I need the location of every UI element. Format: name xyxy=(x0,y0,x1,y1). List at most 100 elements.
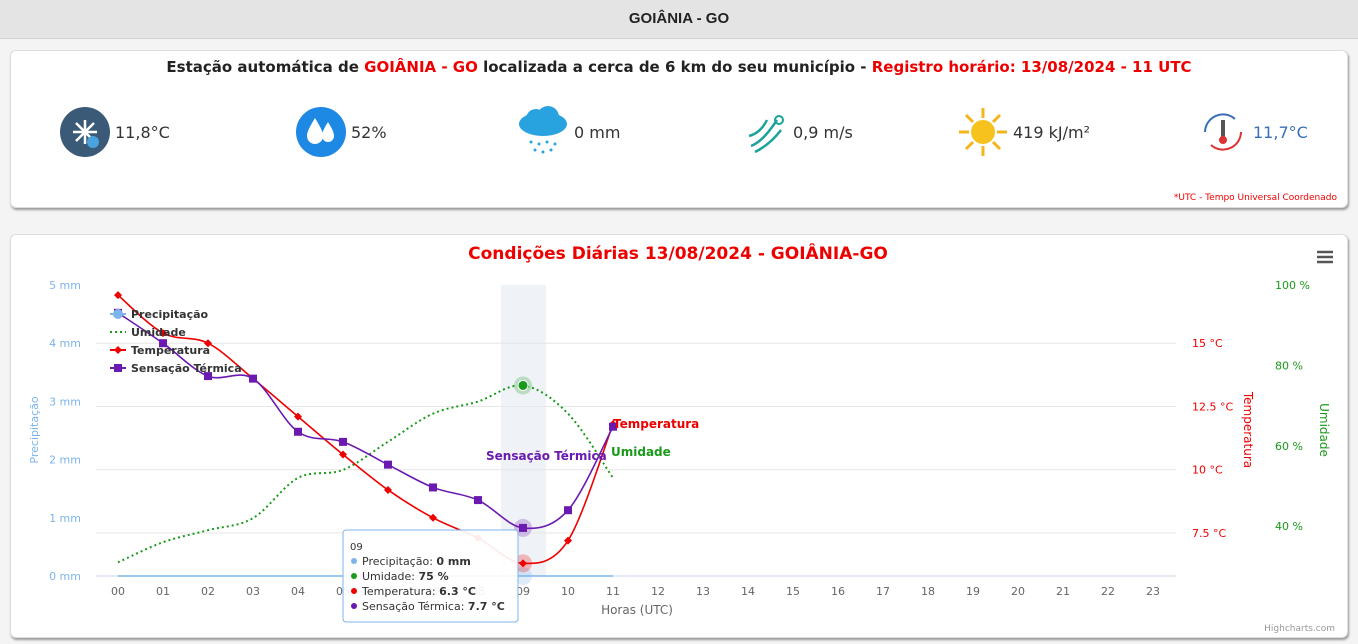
x-tick-label: 21 xyxy=(1056,585,1070,598)
marker xyxy=(564,536,572,545)
tooltip-row: Precipitação: 0 mm xyxy=(362,555,471,568)
y2-tick-label: 7.5 °C xyxy=(1192,527,1226,540)
station-card: Estação automática de GOIÂNIA - GO local… xyxy=(10,50,1348,208)
marker xyxy=(384,460,392,469)
y-tick-label: 0 mm xyxy=(49,570,81,583)
x-tick-label: 09 xyxy=(516,585,530,598)
tooltip-dot xyxy=(351,558,357,564)
marker xyxy=(294,412,302,421)
x-tick-label: 16 xyxy=(831,585,845,598)
heading-text: localizada a cerca de 6 km do seu municí… xyxy=(477,58,872,76)
hover-marker xyxy=(517,379,529,391)
y-tick-label: 3 mm xyxy=(49,395,81,408)
x-tick-label: 11 xyxy=(606,585,620,598)
tooltip-value: 7.7 °C xyxy=(468,600,505,613)
legend-symbol xyxy=(113,309,123,319)
y-tick-label: 1 mm xyxy=(49,512,81,525)
x-tick-label: 23 xyxy=(1146,585,1160,598)
reading-value: 419 kJ/m² xyxy=(1013,122,1090,142)
tooltip-row: Temperatura: 6.3 °C xyxy=(361,585,476,598)
x-tick-label: 02 xyxy=(201,585,215,598)
y2-tick-label: 12.5 °C xyxy=(1192,400,1233,413)
marker xyxy=(252,575,254,577)
marker xyxy=(474,496,482,505)
tooltip-value: 6.3 °C xyxy=(439,585,476,598)
menu-button[interactable] xyxy=(1317,250,1333,264)
x-tick-label: 17 xyxy=(876,585,890,598)
chart-title: Condições Diárias 13/08/2024 - GOIÂNIA-G… xyxy=(468,242,888,264)
tooltip-label: Sensação Térmica: xyxy=(362,600,468,613)
tooltip-dot xyxy=(351,603,357,609)
legend-symbol xyxy=(114,364,122,372)
marker xyxy=(564,506,572,515)
marker xyxy=(339,450,347,459)
x-tick-label: 14 xyxy=(741,585,755,598)
tooltip-row: Umidade: 75 % xyxy=(362,570,449,583)
icon xyxy=(748,115,784,154)
tooltip-dot xyxy=(351,588,357,594)
annotation: Sensação Térmica xyxy=(486,449,607,463)
tooltip-value: 0 mm xyxy=(436,555,470,568)
y-axis-title: Precipitação xyxy=(28,396,41,463)
marker xyxy=(117,575,119,577)
station-heading: Estação automática de GOIÂNIA - GO local… xyxy=(11,58,1347,76)
legend-label: Sensação Térmica xyxy=(131,362,242,375)
marker xyxy=(567,575,569,577)
reading-value: 11,8°C xyxy=(115,122,170,142)
x-tick-label: 15 xyxy=(786,585,800,598)
tooltip-row: Sensação Térmica: 7.7 °C xyxy=(362,600,505,613)
y3-tick-label: 80 % xyxy=(1275,359,1303,372)
y3-tick-label: 40 % xyxy=(1275,520,1303,533)
x-tick-label: 12 xyxy=(651,585,665,598)
heading-record: Registro horário: 13/08/2024 - 11 UTC xyxy=(871,58,1192,76)
marker xyxy=(429,483,437,492)
tooltip: 09 Precipitação: 0 mm Umidade: 75 % Tempera… xyxy=(342,529,519,623)
icon xyxy=(519,106,567,154)
y2-axis-title: Temperatura xyxy=(1241,391,1255,468)
legend-symbol xyxy=(114,346,122,354)
legend-label: Temperatura xyxy=(131,344,210,357)
reading-feels-like: 11,7°C xyxy=(1197,107,1308,157)
x-tick-label: 01 xyxy=(156,585,170,598)
tooltip-dot xyxy=(351,573,357,579)
legend-label: Umidade xyxy=(131,326,186,339)
heading-city: GOIÂNIA - GO xyxy=(364,58,478,76)
marker xyxy=(519,523,527,532)
credits: Highcharts.com xyxy=(1264,624,1335,634)
tooltip-title: 09 xyxy=(350,542,363,553)
marker xyxy=(294,427,302,436)
annotation: Temperatura xyxy=(613,417,699,431)
tooltip-box xyxy=(342,529,519,623)
y3-tick-label: 60 % xyxy=(1275,440,1303,453)
reading-radiation: 419 kJ/m² xyxy=(957,107,1090,157)
marker xyxy=(522,575,524,577)
reading-temperature: 11,8°C xyxy=(59,107,170,157)
legend-label: Precipitação xyxy=(131,308,209,321)
y-tick-label: 5 mm xyxy=(49,279,81,292)
reading-value: 52% xyxy=(351,122,387,142)
y3-tick-label: 100 % xyxy=(1275,279,1310,292)
heading-text: Estação automática de xyxy=(166,58,365,76)
x-tick-label: 13 xyxy=(696,585,710,598)
x-tick-label: 04 xyxy=(291,585,305,598)
icon xyxy=(1204,113,1242,151)
y2-tick-label: 15 °C xyxy=(1192,337,1223,350)
x-tick-label: 18 xyxy=(921,585,935,598)
header-title: GOIÂNIA - GO xyxy=(0,0,1358,39)
tooltip-label: Umidade: xyxy=(362,570,419,583)
chart-card xyxy=(10,234,1348,638)
y3-axis-title: Umidade xyxy=(1317,403,1331,457)
marker xyxy=(204,339,212,348)
marker xyxy=(339,437,347,446)
marker xyxy=(207,575,209,577)
icon xyxy=(296,107,346,157)
y2-tick-label: 10 °C xyxy=(1192,464,1223,477)
x-tick-label: 22 xyxy=(1101,585,1115,598)
x-tick-label: 19 xyxy=(966,585,980,598)
marker xyxy=(384,485,392,494)
marker xyxy=(204,372,212,381)
reading-value: 0 mm xyxy=(574,122,621,142)
reading-value: 11,7°C xyxy=(1253,122,1308,142)
